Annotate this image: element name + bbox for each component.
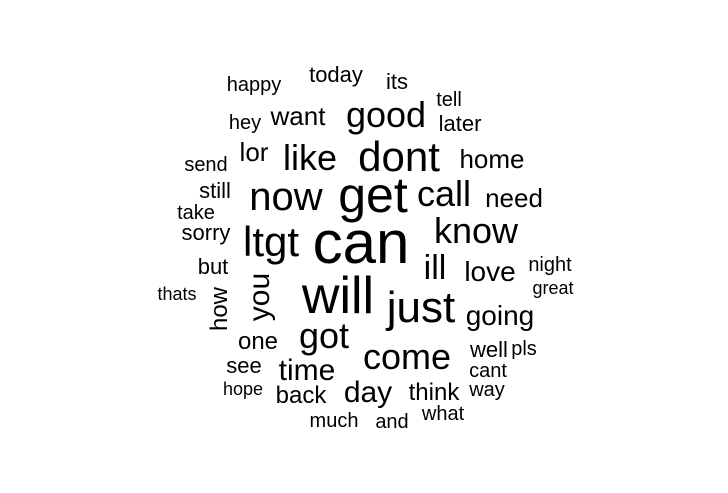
word: need <box>485 183 543 213</box>
word: take <box>177 202 215 224</box>
word: lor <box>239 137 269 167</box>
word: like <box>282 137 338 178</box>
word: sorry <box>181 220 231 245</box>
word: want <box>270 101 326 131</box>
word: good <box>345 94 427 135</box>
word: night <box>528 254 572 276</box>
word: think <box>408 379 460 406</box>
word: see <box>226 353 262 378</box>
word: you <box>243 272 276 322</box>
word: one <box>237 328 279 355</box>
word: day <box>343 376 393 409</box>
word: later <box>438 111 482 136</box>
word: time <box>278 354 336 387</box>
word: know <box>433 210 519 251</box>
word: get <box>338 167 408 223</box>
word: well <box>470 337 508 362</box>
word: come <box>362 336 452 377</box>
word: home <box>459 144 525 174</box>
word: still <box>199 178 231 203</box>
word: just <box>386 283 456 332</box>
word: pls <box>511 338 537 360</box>
word: tell <box>436 89 462 111</box>
word: hope <box>222 379 264 399</box>
word: dont <box>358 133 440 180</box>
word: now <box>249 175 323 219</box>
word: thats <box>157 284 197 304</box>
word: ill <box>423 249 447 287</box>
word: call <box>416 173 472 214</box>
word: can <box>312 209 410 276</box>
word: send <box>184 154 228 176</box>
word: cant <box>469 360 507 382</box>
word: ltgt <box>242 218 300 265</box>
word: today <box>309 62 363 87</box>
word: its <box>386 69 408 94</box>
word: going <box>465 300 535 331</box>
word: way <box>469 379 505 401</box>
word: what <box>421 403 465 425</box>
word: how <box>206 286 233 332</box>
word: great <box>532 278 574 298</box>
word: much <box>309 410 359 432</box>
word: happy <box>226 74 282 96</box>
word: back <box>275 382 327 409</box>
word: but <box>197 254 229 279</box>
word: love <box>464 256 516 287</box>
word: will <box>301 267 375 325</box>
word: and <box>375 411 409 433</box>
word: got <box>298 315 350 356</box>
word: hey <box>228 112 262 134</box>
